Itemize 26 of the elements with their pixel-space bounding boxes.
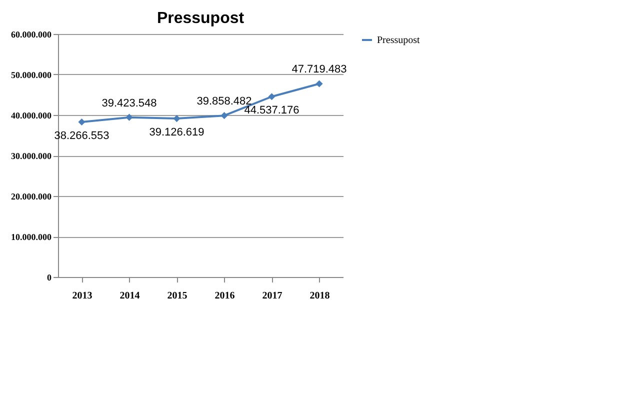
point: [173, 115, 180, 122]
data-label: 47.719.483: [292, 64, 347, 76]
x-tick-label: 2015: [167, 290, 188, 302]
data-label: 38.266.553: [54, 130, 110, 142]
legend-label: Pressupost: [377, 35, 420, 46]
data-label: 39.126.619: [149, 126, 204, 139]
y-tick-label: 20.000.000: [11, 192, 52, 202]
y-tick-label: 0: [47, 272, 52, 282]
y-tick-label: 50.000.000: [11, 70, 52, 80]
x-tick-label: 2017: [262, 290, 282, 302]
point: [268, 93, 276, 100]
point: [316, 80, 323, 88]
data-label: 39.423.548: [102, 97, 157, 110]
point: [78, 118, 86, 126]
y-tick-label: 30.000.000: [11, 151, 52, 161]
x-tick-label: 2013: [72, 290, 92, 302]
point: [220, 112, 228, 120]
y-tick-label: 40.000.000: [11, 110, 52, 120]
data-label: 44.537.176: [244, 104, 300, 117]
x-tick-label: 2014: [120, 290, 140, 302]
x-tick-label: 2016: [214, 290, 235, 302]
point: [126, 114, 133, 121]
x-tick-label: 2018: [310, 290, 330, 302]
chart-title: Pressupost: [156, 10, 245, 27]
y-tick-label: 10.000.000: [11, 232, 52, 242]
y-tick-label: 60.000.000: [11, 30, 52, 40]
